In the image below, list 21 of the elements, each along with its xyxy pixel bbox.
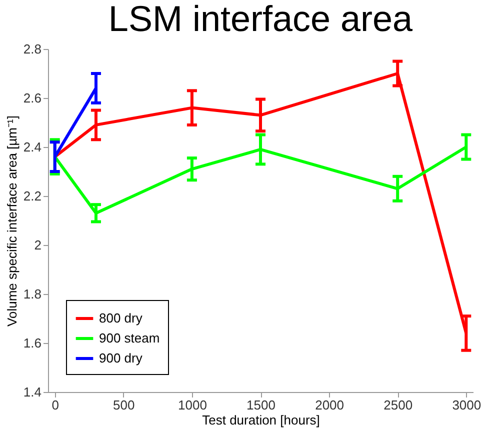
x-axis-title: Test duration [hours] xyxy=(202,412,320,428)
x-tick-label: 1500 xyxy=(246,398,276,412)
y-tick-label: 1.6 xyxy=(23,336,42,350)
x-tick-label: 0 xyxy=(52,398,59,412)
legend-label: 800 dry xyxy=(99,310,143,326)
y-tick-label: 1.4 xyxy=(23,384,42,400)
y-tick-label: 2.4 xyxy=(23,140,42,154)
y-axis-title: Volume specific interface area [µm⁻¹] xyxy=(4,116,20,326)
x-tick-label: 2000 xyxy=(315,398,344,412)
x-tick-label: 2500 xyxy=(384,398,413,412)
x-tick-label: 1000 xyxy=(178,398,207,412)
y-tick-label: 2 xyxy=(34,238,42,252)
x-tick-label: 500 xyxy=(113,398,135,412)
y-tick-label: 2.2 xyxy=(23,188,42,204)
y-tick-label: 1.8 xyxy=(23,286,42,302)
y-tick-label: 2.8 xyxy=(23,42,42,56)
x-tick-label: 3000 xyxy=(452,398,482,412)
y-tick-label: 2.6 xyxy=(23,90,42,106)
legend-label: 900 dry xyxy=(99,350,143,366)
chart-title: LSM interface area xyxy=(108,0,414,39)
legend-label: 900 steam xyxy=(99,330,160,346)
